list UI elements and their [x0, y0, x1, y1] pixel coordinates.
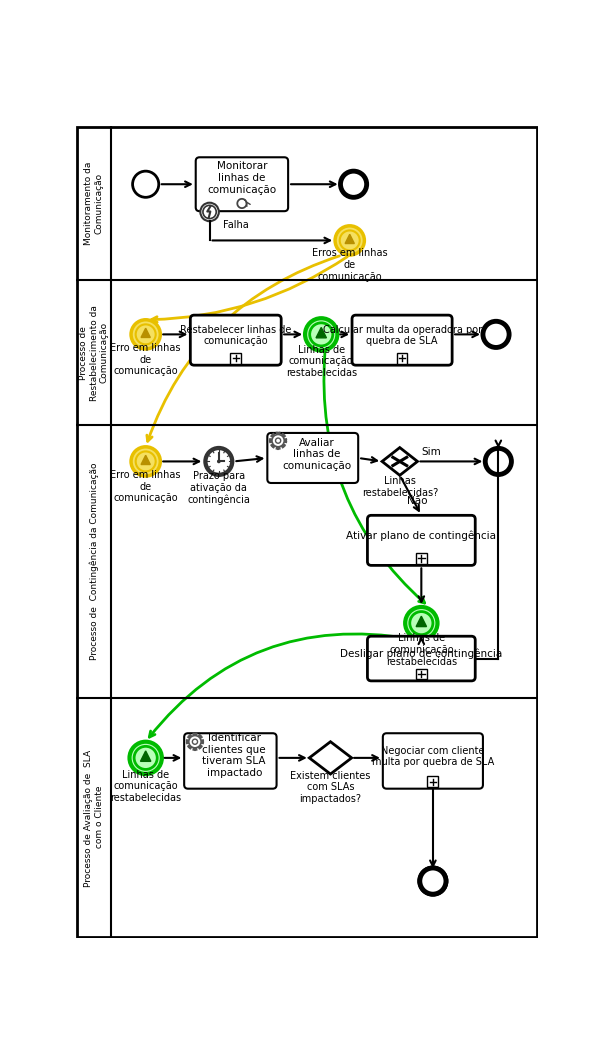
Text: Ativar plano de contingência: Ativar plano de contingência: [346, 530, 497, 541]
Circle shape: [135, 451, 156, 471]
Text: Avaliar
linhas de
comunicação: Avaliar linhas de comunicação: [282, 437, 351, 471]
Polygon shape: [316, 328, 326, 338]
Text: Sim: Sim: [421, 447, 441, 457]
FancyBboxPatch shape: [352, 315, 452, 365]
Polygon shape: [141, 455, 150, 465]
Text: Não: Não: [407, 496, 428, 507]
Circle shape: [272, 434, 285, 447]
Circle shape: [200, 202, 219, 221]
Circle shape: [485, 448, 512, 474]
Text: Identificar
clientes que
tiveram SLA
impactado: Identificar clientes que tiveram SLA imp…: [202, 734, 266, 778]
Circle shape: [340, 231, 360, 251]
Circle shape: [132, 171, 159, 197]
Polygon shape: [309, 742, 352, 774]
Text: Erros em linhas
de
comunicação: Erros em linhas de comunicação: [312, 249, 388, 281]
Circle shape: [134, 746, 157, 769]
Circle shape: [189, 736, 201, 748]
FancyBboxPatch shape: [367, 637, 475, 681]
Polygon shape: [141, 328, 150, 337]
Circle shape: [276, 438, 281, 444]
Bar: [231, 353, 241, 364]
Text: Processo de  Contingência da Comunicação: Processo de Contingência da Comunicação: [89, 463, 99, 660]
Circle shape: [207, 449, 231, 473]
Polygon shape: [345, 234, 355, 243]
Text: Erro em linhas
de
comunicação: Erro em linhas de comunicação: [110, 470, 181, 504]
Text: Restabelecer linhas de
comunicação: Restabelecer linhas de comunicação: [180, 325, 292, 347]
Circle shape: [131, 447, 161, 476]
Circle shape: [420, 868, 446, 894]
Circle shape: [305, 318, 337, 351]
Text: Calcular multa da operadora por
quebra de SLA: Calcular multa da operadora por quebra d…: [322, 325, 482, 347]
Circle shape: [131, 319, 161, 349]
Circle shape: [420, 868, 446, 894]
Circle shape: [129, 742, 162, 774]
Text: Desligar plano de contingência: Desligar plano de contingência: [340, 648, 503, 659]
Bar: [397, 353, 407, 364]
FancyBboxPatch shape: [383, 734, 483, 788]
Circle shape: [483, 321, 509, 348]
Text: Prazo para
ativação da
contingência: Prazo para ativação da contingência: [187, 471, 250, 505]
FancyBboxPatch shape: [267, 433, 358, 483]
Polygon shape: [416, 617, 426, 626]
Circle shape: [217, 461, 220, 463]
Circle shape: [410, 611, 433, 635]
Text: Monitoramento da
Comunicação: Monitoramento da Comunicação: [84, 162, 104, 246]
Bar: [416, 668, 426, 680]
Text: Monitorar
linhas de
comunicação: Monitorar linhas de comunicação: [207, 161, 277, 195]
Text: Falha: Falha: [223, 220, 249, 230]
Circle shape: [205, 447, 233, 475]
Bar: [428, 777, 438, 787]
Bar: [416, 553, 426, 564]
Text: Existem clientes
com SLAs
impactados?: Existem clientes com SLAs impactados?: [291, 770, 371, 804]
Polygon shape: [382, 448, 418, 475]
Text: Linhas de
comunicação
restabelecidas: Linhas de comunicação restabelecidas: [386, 633, 457, 667]
Text: Linhas
restabelecidas?: Linhas restabelecidas?: [362, 476, 438, 497]
Circle shape: [192, 739, 198, 744]
Text: Erro em linhas
de
comunicação: Erro em linhas de comunicação: [110, 344, 181, 376]
Text: Processo de
Restabelecimento da
Comunicação: Processo de Restabelecimento da Comunica…: [79, 305, 109, 401]
Circle shape: [310, 323, 333, 346]
Circle shape: [335, 226, 364, 255]
Text: Linhas de
comunicação
restabelecidas: Linhas de comunicação restabelecidas: [286, 345, 357, 378]
Circle shape: [203, 206, 216, 218]
Text: Linhas de
comunicação
restabelecidas: Linhas de comunicação restabelecidas: [110, 769, 181, 803]
Circle shape: [340, 171, 367, 197]
FancyBboxPatch shape: [184, 734, 277, 788]
FancyBboxPatch shape: [190, 315, 281, 365]
Text: Negociar com cliente
multa por quebra de SLA: Negociar com cliente multa por quebra de…: [372, 745, 494, 767]
Polygon shape: [141, 750, 151, 761]
Circle shape: [135, 325, 156, 345]
Text: Processo de Avaliação de  SLA
 com o Cliente: Processo de Avaliação de SLA com o Clien…: [84, 749, 104, 886]
FancyBboxPatch shape: [196, 157, 288, 211]
Circle shape: [405, 607, 437, 640]
FancyBboxPatch shape: [367, 515, 475, 565]
